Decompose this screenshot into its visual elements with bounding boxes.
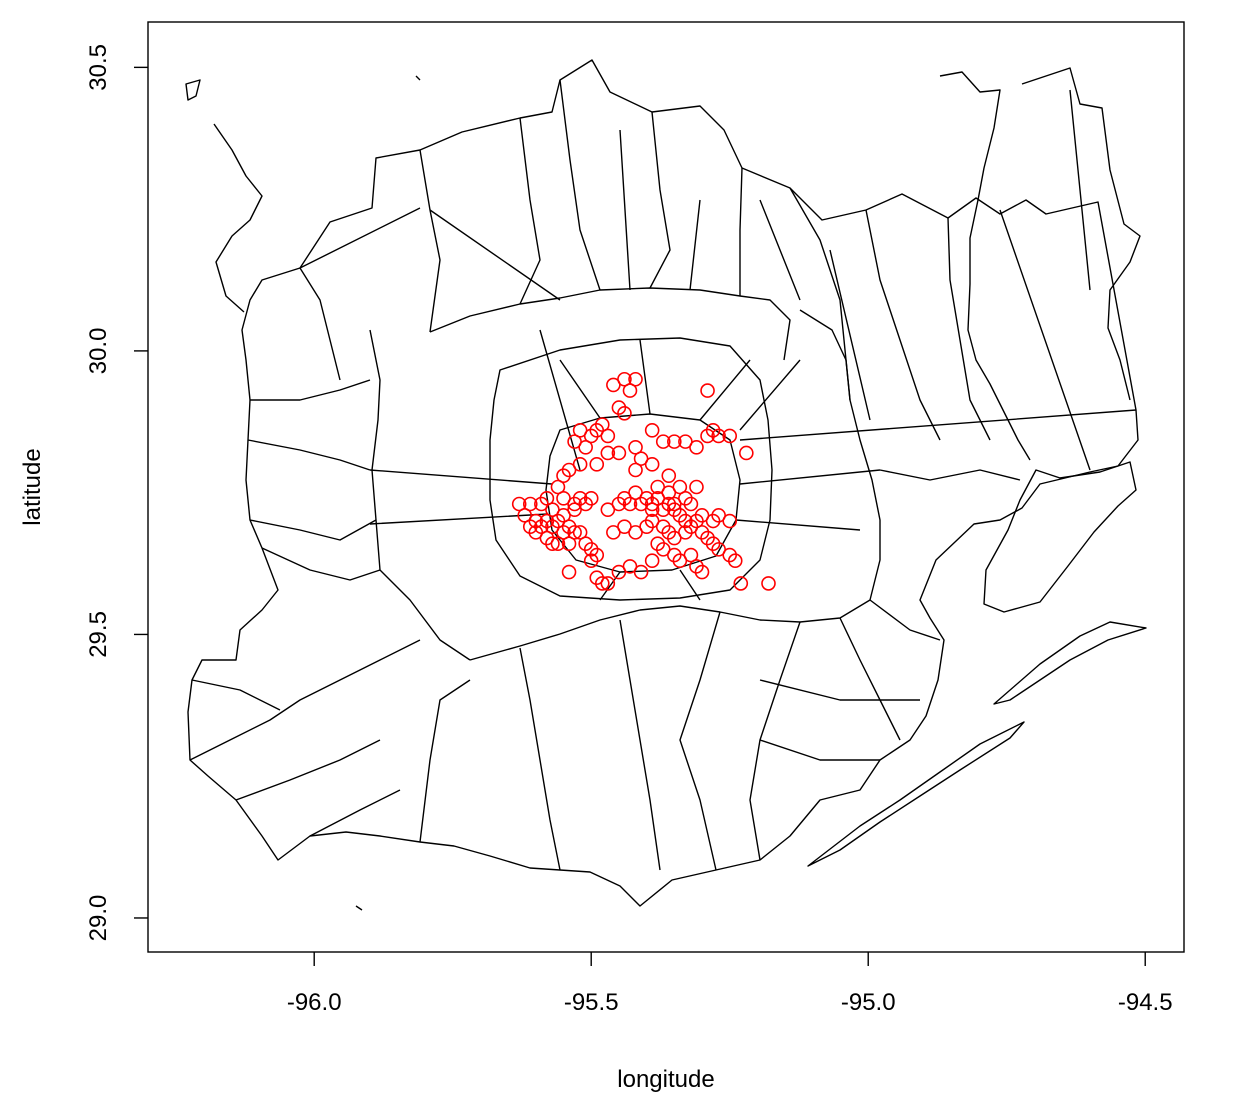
data-point (611, 564, 627, 580)
x-tick-label: -95.0 (841, 989, 896, 1016)
data-point (617, 405, 632, 421)
y-tick-label: 30.5 (85, 44, 112, 91)
map-radial-lines (299, 89, 1137, 601)
x-tick-label: -95.5 (564, 989, 619, 1016)
data-point (567, 525, 582, 540)
map-east-zips (789, 187, 1021, 481)
data-point (722, 513, 738, 529)
map-ring-south (469, 599, 871, 661)
map-east-peninsula (993, 621, 1147, 705)
map-bay-shore (983, 461, 1137, 613)
data-point (650, 479, 665, 495)
data-point (722, 428, 738, 444)
map-inner-ring (489, 337, 773, 601)
data-point (644, 457, 660, 472)
data-point (611, 445, 627, 461)
map-north-zips (419, 79, 743, 333)
x-tick-label: -96.0 (287, 989, 342, 1016)
x-axis-ticks (313, 952, 1146, 966)
data-point (545, 536, 560, 552)
y-tick-label: 29.5 (85, 611, 112, 658)
data-point (683, 547, 699, 563)
data-point (583, 553, 599, 569)
y-tick-label: 29.0 (85, 895, 112, 942)
data-point (628, 440, 643, 455)
map-east-boundary (1021, 67, 1141, 401)
map-south-zips (519, 611, 801, 871)
data-point (594, 576, 610, 591)
map-barrier-island (807, 721, 1025, 867)
data-point (655, 434, 671, 449)
plot-axes (134, 21, 1185, 966)
data-point (556, 468, 571, 483)
map-ring-east (799, 309, 881, 601)
data-point (661, 468, 677, 483)
data-point (600, 445, 616, 461)
data-point (589, 457, 605, 472)
y-axis-tick-labels: 29.0 29.5 30.0 30.5 (85, 44, 112, 941)
data-point (550, 479, 566, 495)
scatter-points (511, 371, 776, 591)
data-point (689, 479, 704, 495)
y-tick-label: 30.0 (85, 328, 112, 375)
map-outer-boundary (187, 59, 1139, 907)
data-point (667, 434, 682, 449)
data-point (644, 502, 660, 517)
data-point (517, 508, 533, 523)
data-point (644, 553, 660, 569)
data-point (511, 496, 527, 512)
plot-frame (147, 21, 1185, 953)
data-point (622, 383, 638, 398)
x-axis-label: longitude (617, 1066, 714, 1093)
data-point (733, 576, 749, 591)
data-point (628, 371, 643, 387)
data-point (578, 440, 593, 455)
data-point (561, 564, 577, 580)
data-point (550, 536, 566, 552)
data-point (644, 422, 660, 438)
map-southeast-zips (759, 599, 941, 761)
data-point (600, 428, 616, 444)
data-point (572, 525, 588, 540)
data-point (522, 496, 538, 512)
data-point (606, 377, 621, 393)
data-point (583, 428, 599, 444)
data-point (633, 564, 649, 580)
data-point (600, 576, 616, 591)
y-axis-label: latitude (19, 448, 46, 525)
data-point (761, 576, 776, 591)
x-tick-label: -94.5 (1118, 989, 1173, 1016)
data-point (694, 564, 710, 580)
data-point (683, 496, 699, 512)
map-small-islands (185, 75, 421, 911)
data-point (700, 383, 715, 398)
data-point (711, 428, 726, 444)
data-point (739, 445, 754, 461)
data-point (727, 553, 743, 569)
data-point (600, 502, 616, 517)
map-north-east-river (939, 71, 1031, 461)
map-southwest-zips (189, 639, 471, 843)
map-north-strip-left (213, 123, 263, 313)
y-axis-ticks (134, 66, 148, 919)
data-point (628, 462, 643, 478)
map-northwest-zips (247, 267, 381, 581)
data-point (689, 440, 704, 455)
x-axis-tick-labels: -96.0 -95.5 -95.0 -94.5 (287, 989, 1173, 1016)
data-point (622, 496, 638, 512)
data-point (561, 536, 577, 552)
data-point (539, 491, 555, 506)
